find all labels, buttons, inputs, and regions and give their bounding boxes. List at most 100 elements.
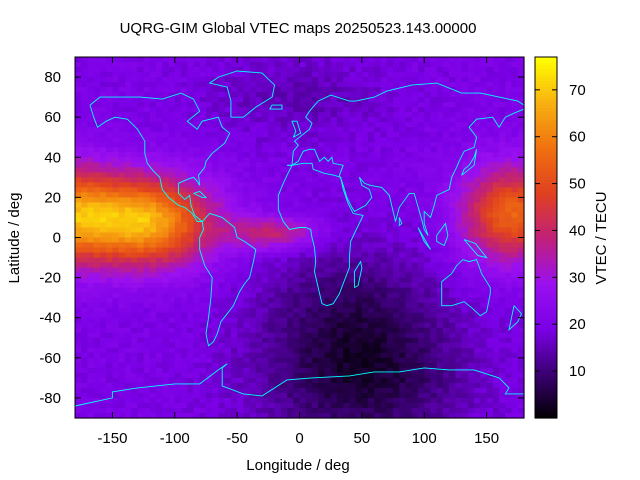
vtec-cell xyxy=(368,162,375,168)
vtec-cell xyxy=(268,142,276,148)
vtec-cell xyxy=(336,207,344,214)
vtec-cell xyxy=(162,252,170,259)
vtec-cell xyxy=(374,77,382,83)
vtec-cell xyxy=(87,317,95,324)
vtec-cell xyxy=(268,237,276,244)
vtec-cell xyxy=(249,162,257,168)
vtec-cell xyxy=(187,357,195,364)
vtec-cell xyxy=(118,327,126,334)
vtec-cell xyxy=(131,177,138,183)
vtec-cell xyxy=(499,87,506,93)
vtec-cell xyxy=(243,212,251,219)
vtec-cell xyxy=(386,212,394,219)
vtec-cell xyxy=(106,257,114,264)
vtec-cell xyxy=(324,327,332,334)
vtec-cell xyxy=(380,382,388,389)
vtec-cell xyxy=(218,92,226,98)
vtec-cell xyxy=(299,172,307,178)
vtec-cell xyxy=(393,322,400,329)
vtec-cell xyxy=(430,127,438,133)
vtec-cell xyxy=(324,337,332,344)
vtec-cell xyxy=(168,187,176,193)
vtec-cell xyxy=(106,307,114,314)
vtec-cell xyxy=(461,197,469,203)
vtec-cell xyxy=(93,247,101,254)
vtec-cell xyxy=(480,77,488,83)
vtec-cell xyxy=(486,397,494,404)
vtec-cell xyxy=(255,67,263,73)
vtec-cell xyxy=(237,92,244,98)
vtec-cell xyxy=(262,67,269,73)
vtec-cell xyxy=(486,167,494,173)
vtec-cell xyxy=(243,162,251,168)
vtec-cell xyxy=(311,132,319,138)
vtec-cell xyxy=(224,127,232,133)
vtec-cell xyxy=(218,342,226,349)
vtec-cell xyxy=(162,187,170,193)
vtec-cell xyxy=(87,362,95,369)
vtec-cell xyxy=(274,352,282,359)
vtec-cell xyxy=(255,182,263,188)
vtec-cell xyxy=(243,307,251,314)
vtec-cell xyxy=(293,222,301,229)
vtec-cell xyxy=(168,62,176,68)
vtec-cell xyxy=(156,397,163,404)
vtec-cell xyxy=(193,222,201,229)
vtec-cell xyxy=(374,232,382,239)
vtec-cell xyxy=(168,132,176,138)
vtec-cell xyxy=(480,337,488,344)
vtec-cell xyxy=(405,177,413,183)
vtec-cell xyxy=(162,97,170,103)
vtec-cell xyxy=(399,92,407,98)
vtec-cell xyxy=(174,367,182,374)
vtec-cell xyxy=(124,322,132,329)
vtec-cell xyxy=(287,132,294,138)
vtec-cell xyxy=(262,292,269,299)
vtec-cell xyxy=(486,57,494,63)
vtec-cell xyxy=(393,182,400,188)
vtec-cell xyxy=(324,142,332,148)
vtec-cell xyxy=(492,282,500,289)
vtec-cell xyxy=(393,272,400,279)
vtec-cell xyxy=(93,357,101,364)
vtec-cell xyxy=(112,327,120,334)
vtec-cell xyxy=(399,382,407,389)
vtec-cell xyxy=(75,177,82,183)
vtec-cell xyxy=(81,392,89,399)
vtec-cell xyxy=(118,342,126,349)
vtec-cell xyxy=(330,277,338,284)
vtec-cell xyxy=(355,247,363,254)
vtec-cell xyxy=(287,227,294,234)
vtec-cell xyxy=(280,207,288,214)
vtec-cell xyxy=(386,397,394,404)
vtec-cell xyxy=(499,102,506,108)
vtec-cell xyxy=(249,62,257,68)
vtec-cell xyxy=(168,67,176,73)
vtec-cell xyxy=(193,187,201,193)
vtec-cell xyxy=(455,332,463,339)
vtec-cell xyxy=(405,62,413,68)
vtec-cell xyxy=(411,182,419,188)
vtec-cell xyxy=(268,77,276,83)
vtec-cell xyxy=(187,237,195,244)
vtec-cell xyxy=(361,142,369,148)
vtec-cell xyxy=(311,187,319,193)
vtec-cell xyxy=(336,317,344,324)
vtec-cell xyxy=(430,397,438,404)
vtec-cell xyxy=(499,297,506,304)
vtec-cell xyxy=(212,92,220,98)
vtec-cell xyxy=(205,352,213,359)
vtec-cell xyxy=(280,62,288,68)
vtec-cell xyxy=(455,392,463,399)
vtec-cell xyxy=(299,167,307,173)
vtec-cell xyxy=(411,267,419,274)
vtec-cell xyxy=(374,272,382,279)
vtec-cell xyxy=(280,292,288,299)
vtec-cell xyxy=(243,287,251,294)
vtec-cell xyxy=(249,107,257,113)
vtec-cell xyxy=(168,347,176,354)
vtec-cell xyxy=(305,387,313,394)
vtec-cell xyxy=(355,392,363,399)
vtec-cell xyxy=(193,362,201,369)
vtec-cell xyxy=(131,242,138,249)
